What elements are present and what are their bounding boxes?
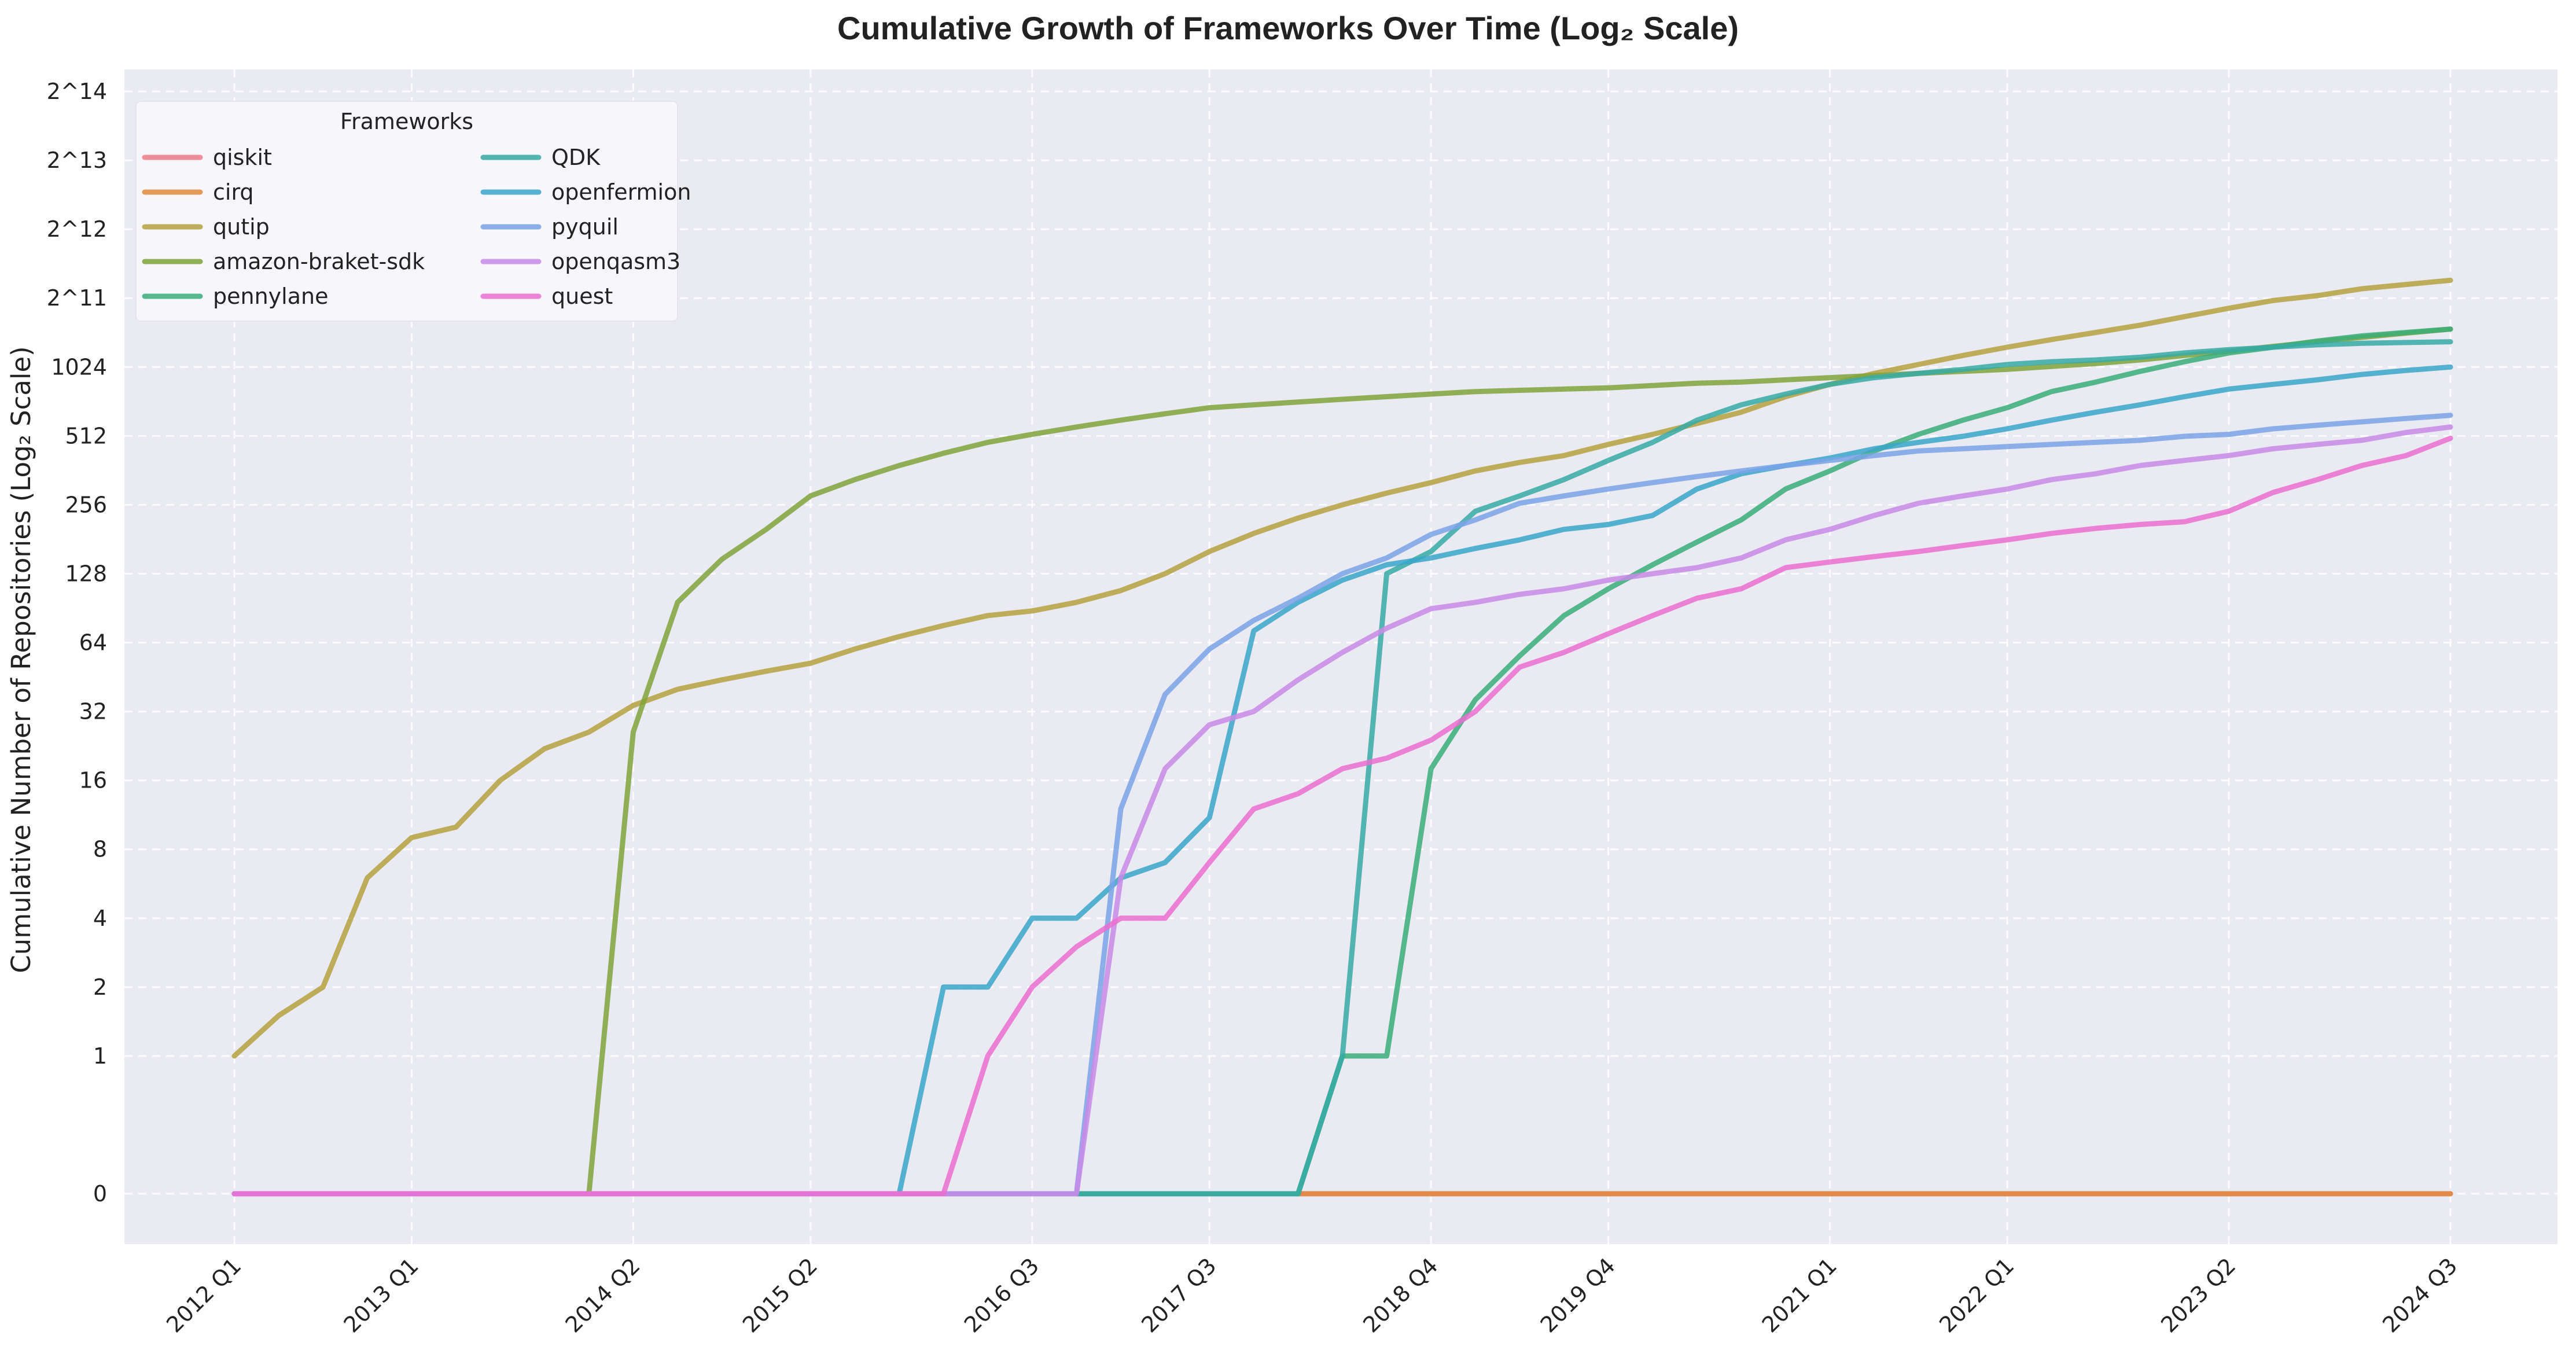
legend-label-amazon-braket-sdk: amazon-braket-sdk xyxy=(213,249,425,274)
legend-label-quest: quest xyxy=(551,284,613,309)
y-tick-label: 1 xyxy=(93,1043,107,1069)
legend-label-pyquil: pyquil xyxy=(551,214,619,240)
y-axis-label: Cumulative Number of Repositories (Log₂ … xyxy=(6,346,36,973)
y-tick-label: 128 xyxy=(65,561,107,586)
y-tick-label: 2^12 xyxy=(47,216,107,242)
legend-label-cirq: cirq xyxy=(213,179,254,205)
legend-label-qiskit: qiskit xyxy=(213,145,272,170)
y-tick-label: 2 xyxy=(93,974,107,1000)
y-tick-label: 0 xyxy=(93,1181,107,1206)
y-tick-label: 64 xyxy=(79,630,107,656)
y-tick-label: 8 xyxy=(93,837,107,862)
series-line-quest xyxy=(231,435,2453,1197)
chart-title: Cumulative Growth of Frameworks Over Tim… xyxy=(837,10,1739,46)
y-tick-label: 512 xyxy=(65,423,107,448)
legend-items: qiskit cirq qutip amazon-braket-sdk pennylan… xyxy=(142,145,691,309)
y-tick-label: 2^13 xyxy=(47,148,107,173)
series-line-qutip xyxy=(231,277,2453,1059)
legend-title: Frameworks xyxy=(340,109,473,134)
y-tick-label: 256 xyxy=(65,492,107,517)
y-tick-label: 4 xyxy=(93,906,107,931)
y-tick-label: 16 xyxy=(79,768,107,793)
legend-box xyxy=(135,101,678,322)
legend: Frameworks qiskit cirq qutip amazon-braket-… xyxy=(135,101,691,322)
series-lines xyxy=(231,277,2453,1197)
y-tick-label: 32 xyxy=(79,699,107,724)
y-tick-label: 1024 xyxy=(51,354,107,380)
legend-label-pennylane: pennylane xyxy=(213,284,328,309)
legend-label-openfermion: openfermion xyxy=(551,179,691,205)
y-tick-label: 2^11 xyxy=(47,285,107,311)
y-tick-label: 2^14 xyxy=(47,79,107,104)
legend-label-openqasm3: openqasm3 xyxy=(551,249,680,274)
y-axis-ticks: 0 1 2 4 8 16 32 64 128 256 512 1024 2^11 2^12 2^13 2^14 xyxy=(47,79,107,1206)
legend-label-QDK: QDK xyxy=(551,145,601,170)
series-line-amazon-braket-sdk xyxy=(231,326,2453,1197)
legend-label-qutip: qutip xyxy=(213,214,270,240)
